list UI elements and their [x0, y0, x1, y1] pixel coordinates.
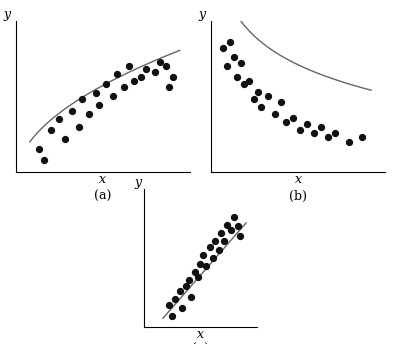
Point	[310, 130, 317, 136]
Point	[157, 59, 164, 64]
Point	[331, 130, 338, 136]
Point	[237, 233, 243, 239]
Point	[230, 214, 237, 219]
Point	[56, 116, 63, 122]
Point	[169, 313, 175, 319]
Point	[272, 112, 279, 117]
Point	[138, 74, 145, 79]
Point	[318, 124, 324, 129]
Point	[290, 115, 296, 120]
Text: (b): (b)	[289, 190, 307, 203]
Point	[162, 63, 169, 69]
Point	[345, 139, 352, 144]
Point	[35, 147, 42, 152]
Point	[68, 109, 75, 114]
Point	[251, 97, 258, 102]
Point	[224, 63, 230, 69]
Point	[62, 136, 68, 141]
Point	[241, 82, 247, 87]
Point	[212, 239, 218, 244]
Point	[96, 103, 103, 108]
Point	[186, 277, 192, 283]
Point	[188, 294, 195, 299]
Point	[203, 264, 209, 269]
Point	[79, 97, 85, 102]
Text: (c): (c)	[192, 343, 209, 344]
Point	[235, 224, 241, 229]
Point	[197, 261, 204, 266]
Point	[206, 244, 213, 250]
Point	[48, 127, 54, 132]
Point	[220, 45, 226, 51]
Point	[218, 230, 224, 236]
Point	[131, 78, 137, 84]
X-axis label: x: x	[197, 328, 204, 341]
Point	[255, 89, 261, 95]
Point	[152, 69, 158, 75]
Point	[195, 275, 201, 280]
Point	[143, 66, 150, 72]
Point	[40, 157, 47, 163]
Point	[283, 119, 289, 125]
Point	[110, 94, 117, 99]
Point	[359, 135, 366, 140]
Point	[227, 39, 233, 45]
Point	[172, 297, 179, 302]
Point	[183, 283, 189, 288]
Point	[230, 54, 237, 60]
Point	[224, 222, 230, 228]
Text: (a): (a)	[94, 190, 112, 203]
Point	[200, 252, 206, 258]
Point	[177, 288, 183, 294]
Y-axis label: y: y	[134, 176, 141, 189]
Point	[121, 85, 127, 90]
Point	[258, 104, 265, 110]
Point	[75, 124, 82, 129]
Point	[86, 112, 92, 117]
Point	[192, 269, 198, 275]
Point	[103, 82, 110, 87]
Point	[246, 78, 252, 84]
Point	[179, 305, 185, 310]
Y-axis label: y: y	[198, 8, 206, 21]
Point	[265, 94, 272, 99]
Y-axis label: y: y	[4, 8, 11, 21]
Point	[216, 247, 222, 252]
Point	[234, 74, 240, 79]
Point	[297, 127, 303, 132]
Point	[210, 255, 216, 261]
Point	[166, 85, 172, 90]
Point	[166, 302, 172, 308]
Point	[304, 121, 310, 126]
Point	[324, 135, 331, 140]
Point	[221, 239, 227, 244]
Point	[93, 90, 99, 96]
Point	[170, 74, 176, 79]
Point	[228, 228, 234, 233]
X-axis label: x: x	[100, 173, 106, 186]
X-axis label: x: x	[295, 173, 301, 186]
Point	[237, 60, 244, 66]
Point	[278, 100, 284, 105]
Point	[126, 63, 132, 69]
Point	[114, 71, 120, 76]
